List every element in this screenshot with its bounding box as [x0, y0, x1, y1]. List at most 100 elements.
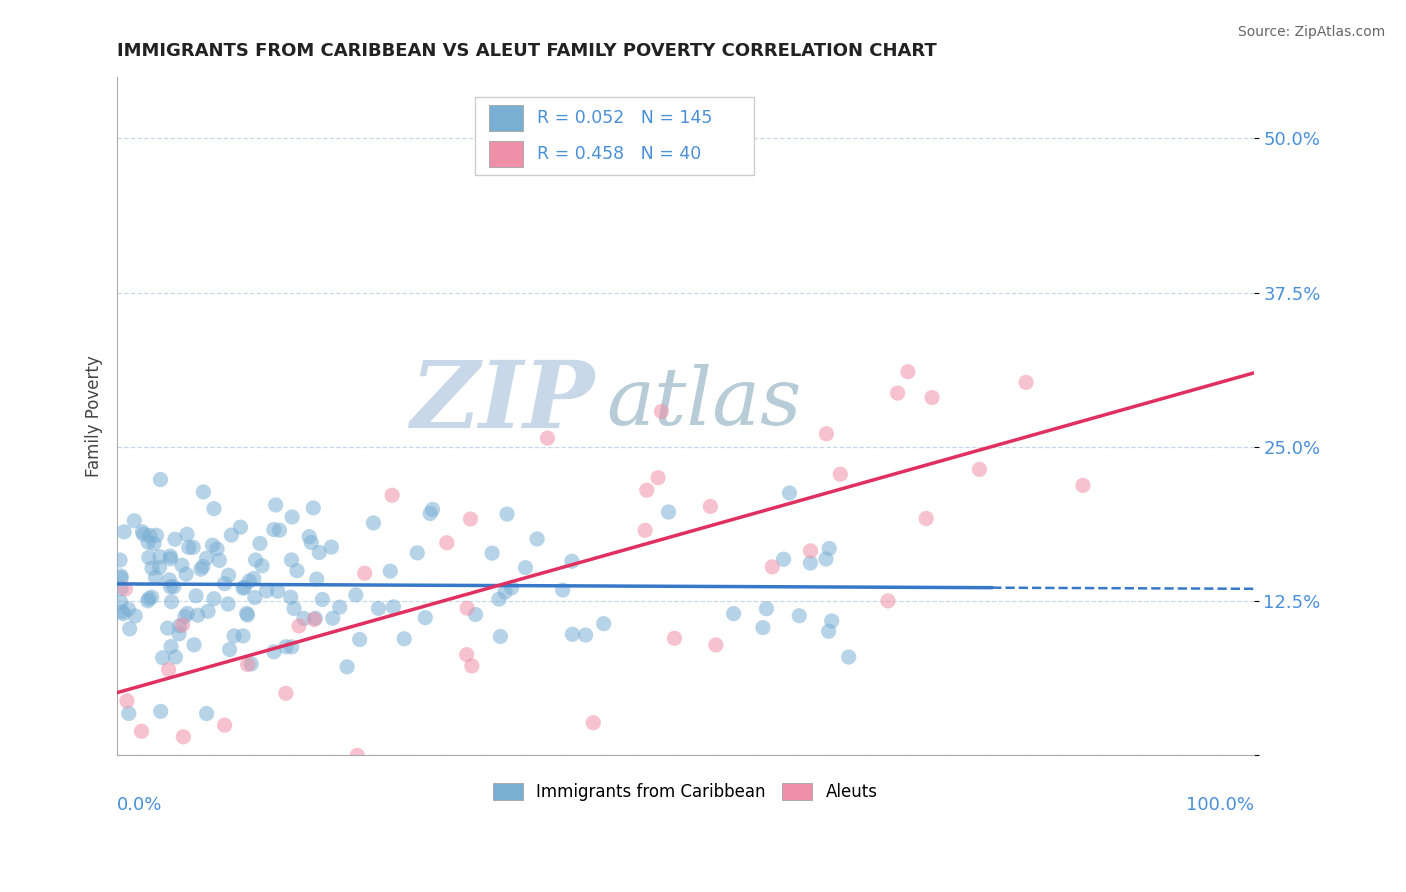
Point: [821, 614, 844, 628]
Point: [464, 607, 486, 622]
Point: [413, 610, 436, 624]
Point: [699, 500, 721, 514]
Point: [173, 609, 195, 624]
Point: [221, 528, 243, 542]
Point: [145, 528, 167, 542]
Point: [183, 638, 205, 652]
Point: [236, 657, 259, 672]
Point: [141, 590, 163, 604]
Point: [187, 608, 209, 623]
Point: [308, 545, 330, 559]
Point: [755, 601, 778, 615]
Point: [814, 552, 837, 566]
Point: [285, 564, 308, 578]
Point: [664, 632, 686, 646]
Point: [592, 616, 614, 631]
Point: [143, 536, 166, 550]
Point: [329, 600, 352, 615]
Point: [170, 558, 193, 573]
Point: [156, 621, 179, 635]
Point: [838, 650, 860, 665]
Text: ZIP: ZIP: [411, 358, 595, 448]
FancyBboxPatch shape: [475, 97, 754, 175]
Point: [298, 530, 321, 544]
Point: [218, 568, 240, 582]
Point: [380, 564, 402, 578]
Point: [205, 541, 228, 556]
Point: [456, 648, 478, 662]
Point: [1015, 376, 1038, 390]
Point: [302, 500, 325, 515]
Point: [526, 532, 548, 546]
Point: [195, 706, 218, 721]
Point: [201, 538, 224, 552]
Point: [280, 590, 302, 604]
Point: [830, 467, 852, 482]
Point: [235, 607, 257, 621]
Point: [704, 638, 727, 652]
Point: [149, 560, 172, 574]
Point: [344, 588, 367, 602]
Point: [191, 559, 214, 574]
Text: 0.0%: 0.0%: [117, 796, 163, 814]
Point: [217, 597, 239, 611]
Point: [136, 594, 159, 608]
Point: [172, 730, 194, 744]
Point: [124, 514, 146, 528]
Point: [886, 386, 908, 401]
Point: [818, 541, 841, 556]
Point: [131, 524, 153, 539]
Point: [240, 657, 263, 671]
Point: [132, 527, 155, 541]
Point: [160, 595, 183, 609]
Point: [461, 659, 484, 673]
Point: [363, 516, 385, 530]
Point: [139, 528, 162, 542]
Point: [249, 536, 271, 550]
Point: [305, 572, 328, 586]
Point: [157, 573, 180, 587]
Point: [392, 632, 415, 646]
Point: [723, 607, 745, 621]
Point: [761, 560, 783, 574]
Point: [242, 572, 264, 586]
Text: 100.0%: 100.0%: [1185, 796, 1254, 814]
Point: [131, 724, 153, 739]
Point: [280, 553, 302, 567]
Point: [304, 611, 326, 625]
Point: [494, 585, 516, 599]
Y-axis label: Family Poverty: Family Poverty: [86, 355, 103, 477]
Point: [489, 630, 512, 644]
Point: [114, 582, 136, 596]
Point: [110, 571, 132, 585]
Point: [197, 604, 219, 618]
Point: [561, 554, 583, 568]
Point: [190, 562, 212, 576]
Point: [245, 553, 267, 567]
Point: [181, 541, 204, 555]
Text: R = 0.458   N = 40: R = 0.458 N = 40: [537, 145, 700, 163]
Point: [779, 486, 801, 500]
Point: [115, 694, 138, 708]
Point: [299, 535, 322, 549]
Point: [877, 594, 900, 608]
Point: [817, 624, 839, 639]
Point: [202, 591, 225, 606]
Point: [145, 570, 167, 584]
Point: [112, 607, 135, 621]
Point: [264, 498, 287, 512]
Point: [232, 629, 254, 643]
Point: [311, 592, 333, 607]
Point: [160, 640, 183, 654]
Point: [422, 502, 444, 516]
Point: [436, 536, 458, 550]
Point: [657, 505, 679, 519]
Point: [496, 507, 519, 521]
Point: [283, 601, 305, 615]
Point: [650, 404, 672, 418]
Point: [174, 567, 197, 582]
Point: [138, 550, 160, 565]
Point: [772, 552, 794, 566]
Point: [193, 485, 215, 500]
Point: [233, 580, 256, 594]
